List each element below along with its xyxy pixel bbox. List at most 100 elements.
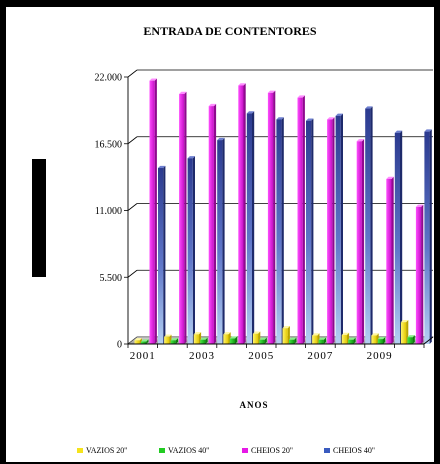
bar-top-cheios-40 [217, 137, 225, 141]
bar-side-vazios-40 [146, 339, 149, 344]
gridline-diag [127, 203, 138, 211]
x-axis-title: ANOS [239, 400, 268, 410]
bar-top-cheios-40 [424, 129, 432, 132]
bar-vazios-20-2010 [400, 322, 407, 344]
bar-vazios-20-2001 [134, 340, 140, 344]
legend-swatch [242, 448, 248, 453]
bar-cheios-20-2003 [208, 106, 214, 344]
bar-side-cheios-40 [163, 165, 166, 344]
bar-cheios-40-2010 [424, 131, 430, 344]
bar-vazios-40-2003 [200, 339, 206, 344]
y-tick-label: 22.000 [95, 73, 123, 84]
bar-cheios-40-2001 [158, 168, 164, 344]
bar-cheios-40-2002 [187, 158, 193, 344]
bar-side-cheios-20 [302, 95, 305, 344]
bar-side-cheios-20 [184, 91, 187, 344]
bar-side-cheios-40 [252, 111, 255, 344]
bar-side-vazios-20 [139, 338, 142, 344]
bar-side-vazios-40 [383, 336, 386, 344]
bar-vazios-40-2010 [407, 337, 413, 344]
bar-side-cheios-20 [361, 139, 365, 344]
y-tick-label: 5.500 [100, 273, 123, 284]
bar-side-cheios-40 [192, 156, 195, 344]
x-tick-label: 2007 [307, 350, 333, 362]
bar-vazios-20-2005 [252, 333, 259, 344]
bar-top-cheios-20 [415, 204, 424, 207]
bar-vazios-20-2002 [164, 336, 170, 344]
bar-top-vazios-40 [259, 337, 267, 340]
bar-cheios-40-2007 [335, 115, 341, 344]
x-tick-label: 2001 [130, 350, 156, 362]
bar-side-cheios-40 [340, 113, 343, 345]
bar-top-cheios-40 [187, 156, 195, 159]
bar-cheios-20-2002 [179, 93, 185, 344]
bar-cheios-20-2005 [267, 92, 274, 344]
bar-side-vazios-40 [294, 337, 297, 344]
bar-top-vazios-20 [134, 338, 142, 341]
x-tick-label: 2003 [189, 350, 215, 362]
bar-cheios-40-2006 [306, 120, 312, 344]
bar-top-vazios-20 [341, 332, 350, 335]
legend-label: CHEIOS 40'' [333, 446, 375, 455]
bar-cheios-20-2001 [149, 80, 155, 345]
bar-vazios-20-2006 [282, 328, 288, 344]
y-tick-label: 11.000 [95, 206, 122, 217]
bar-side-vazios-40 [175, 338, 178, 344]
bar-top-vazios-40 [407, 335, 415, 338]
bar-cheios-20-2008 [356, 141, 362, 344]
bar-cheios-40-2004 [246, 113, 252, 344]
bar-cheios-40-2009 [394, 132, 400, 344]
bar-side-vazios-40 [412, 335, 415, 344]
chart-svg: ENTRADA DE CONTENTORES 0 5.500 11.000 16.50… [32, 24, 434, 455]
bar-top-vazios-40 [318, 337, 326, 340]
x-axis-edge [423, 336, 434, 345]
bar-top-cheios-20 [297, 95, 305, 98]
bar-top-vazios-20 [193, 332, 202, 335]
bar-top-cheios-40 [246, 111, 255, 114]
bar-top-cheios-40 [335, 113, 343, 116]
bar-top-cheios-20 [356, 139, 365, 142]
legend-swatch [324, 448, 330, 453]
bar-side-vazios-40 [205, 337, 208, 344]
bar-side-vazios-40 [235, 336, 238, 344]
bar-cheios-40-2003 [217, 140, 223, 344]
gridline-diag [127, 69, 138, 78]
bar-top-vazios-20 [223, 332, 231, 335]
bar-top-vazios-20 [252, 331, 261, 334]
bar-top-cheios-40 [365, 106, 373, 109]
y-axis: 0 5.500 11.000 16.500 22.000 [95, 73, 129, 351]
bar-top-vazios-40 [348, 337, 356, 340]
bar-top-cheios-20 [179, 91, 187, 94]
bar-side-cheios-20 [421, 204, 424, 344]
bar-vazios-40-2002 [170, 340, 176, 344]
bar-cheios-20-2007 [327, 119, 333, 345]
chart-area: ENTRADA DE CONTENTORES 0 5.500 11.000 16.50… [6, 7, 434, 462]
x-axis: 2001 2003 2005 2007 2009 [127, 336, 434, 362]
bar-top-cheios-40 [306, 118, 314, 121]
bar-side-cheios-40 [429, 129, 432, 344]
bar-cheios-20-2009 [386, 178, 392, 344]
bar-vazios-20-2004 [223, 334, 229, 344]
bar-vazios-20-2008 [341, 334, 347, 344]
bar-vazios-20-2009 [371, 335, 377, 344]
bar-top-vazios-40 [289, 337, 297, 340]
bar-top-cheios-20 [386, 176, 394, 179]
legend-swatch [77, 448, 83, 453]
bar-top-vazios-40 [200, 337, 208, 340]
bars [134, 78, 432, 345]
bar-top-cheios-20 [267, 90, 276, 93]
bar-top-vazios-40 [377, 336, 386, 340]
legend: VAZIOS 20'' VAZIOS 40'' CHEIOS 20'' CHEIOS … [77, 446, 375, 455]
bar-vazios-40-2006 [289, 339, 295, 344]
bar-side-cheios-40 [281, 117, 284, 344]
x-tick-label: 2005 [248, 350, 274, 362]
left-decoration-bar [32, 159, 46, 277]
bar-top-vazios-20 [164, 334, 172, 337]
gridline-diag [127, 269, 138, 278]
bar-side-vazios-40 [353, 337, 356, 344]
bar-side-cheios-40 [400, 130, 403, 344]
bar-top-vazios-40 [141, 339, 149, 342]
bar-side-cheios-20 [243, 83, 246, 344]
bar-side-cheios-40 [370, 106, 373, 344]
bar-top-cheios-20 [238, 83, 246, 86]
